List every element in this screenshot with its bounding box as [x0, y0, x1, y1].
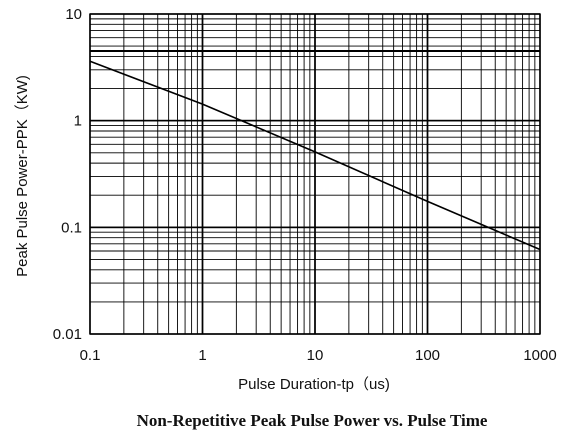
x-tick-label: 1 [198, 347, 206, 364]
x-tick-label: 100 [415, 347, 440, 364]
y-tick-labels: 0.01 0.1 1 10 [53, 6, 82, 343]
x-axis-label: Pulse Duration-tp（us) [238, 376, 390, 393]
y-tick-label: 10 [65, 6, 82, 23]
chart-title: Non-Repetitive Peak Pulse Power vs. Puls… [137, 411, 488, 430]
plot-frame [89, 13, 541, 335]
x-tick-label: 0.1 [80, 347, 101, 364]
x-tick-label: 10 [307, 347, 324, 364]
x-tick-labels: 0.1 1 10 100 1000 [80, 347, 557, 364]
series-line [89, 60, 541, 251]
y-tick-label: 0.1 [61, 219, 82, 236]
y-tick-label: 1 [74, 113, 82, 130]
y-tick-label: 0.01 [53, 326, 82, 343]
x-tick-label: 1000 [523, 347, 556, 364]
y-axis-label: Peak Pulse Power-PPK（KW) [14, 75, 31, 277]
